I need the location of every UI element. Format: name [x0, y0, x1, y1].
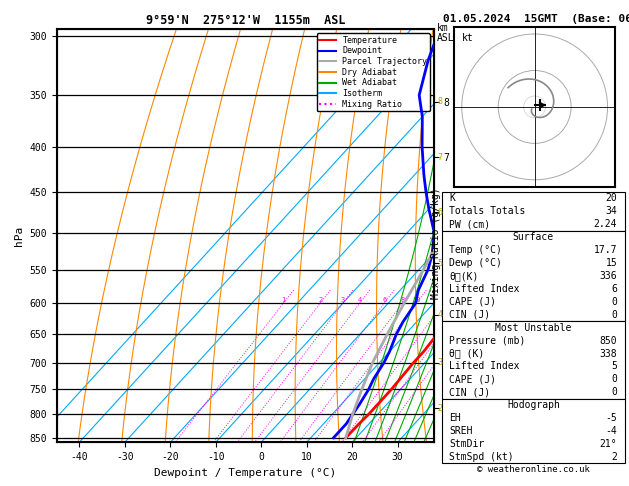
Text: 21°: 21°: [599, 439, 617, 449]
Text: 0: 0: [611, 387, 617, 397]
Text: θᴇ (K): θᴇ (K): [450, 348, 485, 359]
Text: Lifted Index: Lifted Index: [450, 284, 520, 294]
Text: Pressure (mb): Pressure (mb): [450, 336, 526, 346]
Text: Totals Totals: Totals Totals: [450, 207, 526, 216]
Text: K: K: [450, 193, 455, 204]
Bar: [442, 231, 625, 321]
Text: 2: 2: [318, 297, 322, 303]
Text: 336: 336: [599, 271, 617, 281]
Text: 2.24: 2.24: [594, 219, 617, 229]
Text: 5: 5: [437, 259, 442, 268]
Text: StmDir: StmDir: [450, 439, 485, 449]
Text: 2: 2: [437, 403, 442, 413]
Text: © weatheronline.co.uk: © weatheronline.co.uk: [477, 465, 590, 474]
Text: CAPE (J): CAPE (J): [450, 374, 496, 384]
Text: km
ASL: km ASL: [437, 23, 455, 43]
Text: Hodograph: Hodograph: [507, 400, 560, 410]
Text: StmSpd (kt): StmSpd (kt): [450, 452, 514, 462]
Text: 1: 1: [281, 297, 286, 303]
Text: 3: 3: [437, 358, 442, 367]
Text: 0: 0: [611, 310, 617, 320]
Bar: [442, 399, 625, 463]
Text: 20: 20: [606, 193, 617, 204]
Text: 0: 0: [611, 297, 617, 307]
Text: SREH: SREH: [450, 426, 473, 436]
Text: Temp (°C): Temp (°C): [450, 245, 503, 255]
Text: 8: 8: [437, 97, 442, 106]
X-axis label: Dewpoint / Temperature (°C): Dewpoint / Temperature (°C): [154, 468, 337, 478]
Text: 0: 0: [611, 374, 617, 384]
Text: Mixing Ratio (g/kg): Mixing Ratio (g/kg): [431, 187, 441, 299]
Text: 3: 3: [341, 297, 345, 303]
Text: 01.05.2024  15GMT  (Base: 06): 01.05.2024 15GMT (Base: 06): [443, 14, 629, 24]
Text: 5: 5: [611, 362, 617, 371]
Text: 15: 15: [606, 258, 617, 268]
Text: 2: 2: [611, 452, 617, 462]
Title: 9°59'N  275°12'W  1155m  ASL: 9°59'N 275°12'W 1155m ASL: [145, 14, 345, 27]
Text: -5: -5: [606, 413, 617, 423]
Text: PW (cm): PW (cm): [450, 219, 491, 229]
Text: 8: 8: [400, 297, 404, 303]
Text: θᴇ(K): θᴇ(K): [450, 271, 479, 281]
Text: 850: 850: [599, 336, 617, 346]
Text: Lifted Index: Lifted Index: [450, 362, 520, 371]
Text: CIN (J): CIN (J): [450, 310, 491, 320]
Text: kt: kt: [462, 34, 474, 43]
Bar: [442, 321, 625, 399]
Text: 6: 6: [611, 284, 617, 294]
Text: 338: 338: [599, 348, 617, 359]
Text: 7: 7: [437, 153, 442, 162]
Text: Dewp (°C): Dewp (°C): [450, 258, 503, 268]
Text: -4: -4: [606, 426, 617, 436]
Bar: [442, 192, 625, 231]
Text: LCL: LCL: [442, 433, 459, 443]
Legend: Temperature, Dewpoint, Parcel Trajectory, Dry Adiabat, Wet Adiabat, Isotherm, Mi: Temperature, Dewpoint, Parcel Trajectory…: [316, 34, 430, 111]
Text: Most Unstable: Most Unstable: [495, 323, 572, 332]
Text: 6: 6: [382, 297, 386, 303]
Text: 4: 4: [358, 297, 362, 303]
Text: CIN (J): CIN (J): [450, 387, 491, 397]
Text: 6: 6: [437, 208, 442, 217]
Text: 17.7: 17.7: [594, 245, 617, 255]
Y-axis label: hPa: hPa: [14, 226, 24, 246]
Text: Surface: Surface: [513, 232, 554, 242]
Text: 34: 34: [606, 207, 617, 216]
Text: 10: 10: [412, 297, 421, 303]
Text: EH: EH: [450, 413, 461, 423]
Text: 4: 4: [437, 310, 442, 319]
Text: CAPE (J): CAPE (J): [450, 297, 496, 307]
